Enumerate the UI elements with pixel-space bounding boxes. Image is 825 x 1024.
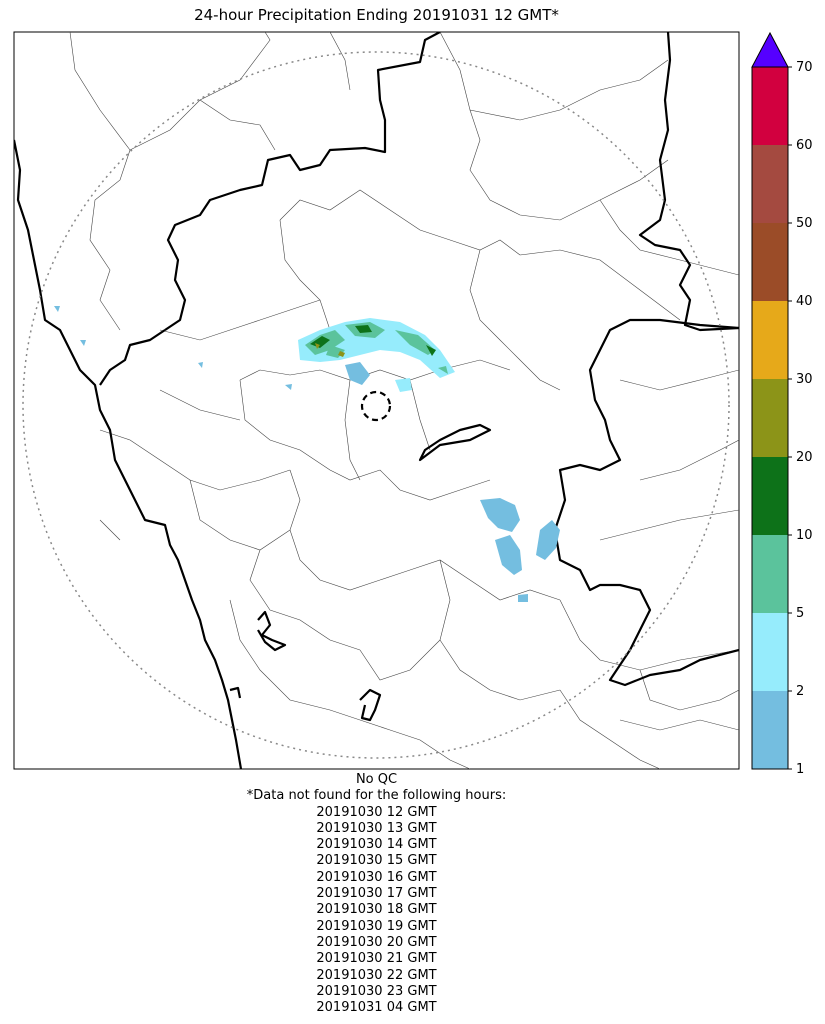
missing-hour: 20191030 19 GMT	[316, 918, 437, 934]
colorbar-bin	[752, 67, 788, 145]
missing-hour: 20191030 20 GMT	[316, 934, 437, 950]
missing-hour: 20191030 14 GMT	[316, 837, 437, 853]
missing-hour: 20191030 16 GMT	[316, 869, 437, 885]
colorbar-bin	[752, 379, 788, 457]
colorbar-outline	[751, 67, 789, 770]
state-boundaries	[14, 32, 739, 769]
colorbar-tick-label: 2	[796, 684, 805, 699]
colorbar-bin	[752, 457, 788, 535]
missing-hour: 20191030 12 GMT	[316, 804, 437, 820]
colorbar-tick-label: 70	[796, 60, 813, 75]
map-frame	[13, 31, 740, 770]
missing-hour: 20191030 18 GMT	[316, 902, 437, 918]
missing-hour: 20191030 17 GMT	[316, 886, 437, 902]
colorbar	[751, 31, 792, 770]
missing-hour: 20191031 04 GMT	[316, 1000, 437, 1016]
missing-hour: 20191030 23 GMT	[316, 983, 437, 999]
colorbar-tick-label: 1	[796, 762, 805, 777]
colorbar-bin	[752, 613, 788, 691]
radar-range-ring	[22, 51, 730, 759]
colorbar-tick-label: 30	[796, 372, 813, 387]
colorbar-bin	[752, 301, 788, 379]
missing-hour: 20191030 15 GMT	[316, 853, 437, 869]
colorbar-tick-label: 5	[796, 606, 805, 621]
colorbar-bin	[752, 223, 788, 301]
colorbar-tick-label: 60	[796, 138, 813, 153]
precipitation-areas	[54, 306, 560, 602]
colorbar-bin	[752, 691, 788, 769]
colorbar-extend-arrow	[751, 31, 789, 68]
data-notes: No QC *Data not found for the following …	[14, 772, 739, 1016]
missing-hour: 20191030 13 GMT	[316, 820, 437, 836]
qc-label: No QC	[355, 772, 398, 787]
colorbar-tick-label: 10	[796, 528, 813, 543]
map-title: 24-hour Precipitation Ending 20191031 12…	[194, 6, 559, 24]
missing-data-header: *Data not found for the following hours:	[246, 788, 507, 804]
colorbar-bin	[752, 535, 788, 613]
colorbar-bin	[752, 145, 788, 223]
colorbar-tick-label: 40	[796, 294, 813, 309]
missing-hour: 20191030 21 GMT	[316, 951, 437, 967]
colorbar-tick-label: 20	[796, 450, 813, 465]
radar-site-marker	[360, 390, 392, 422]
colorbar-tick-label: 50	[796, 216, 813, 231]
missing-hour: 20191030 22 GMT	[316, 967, 437, 983]
